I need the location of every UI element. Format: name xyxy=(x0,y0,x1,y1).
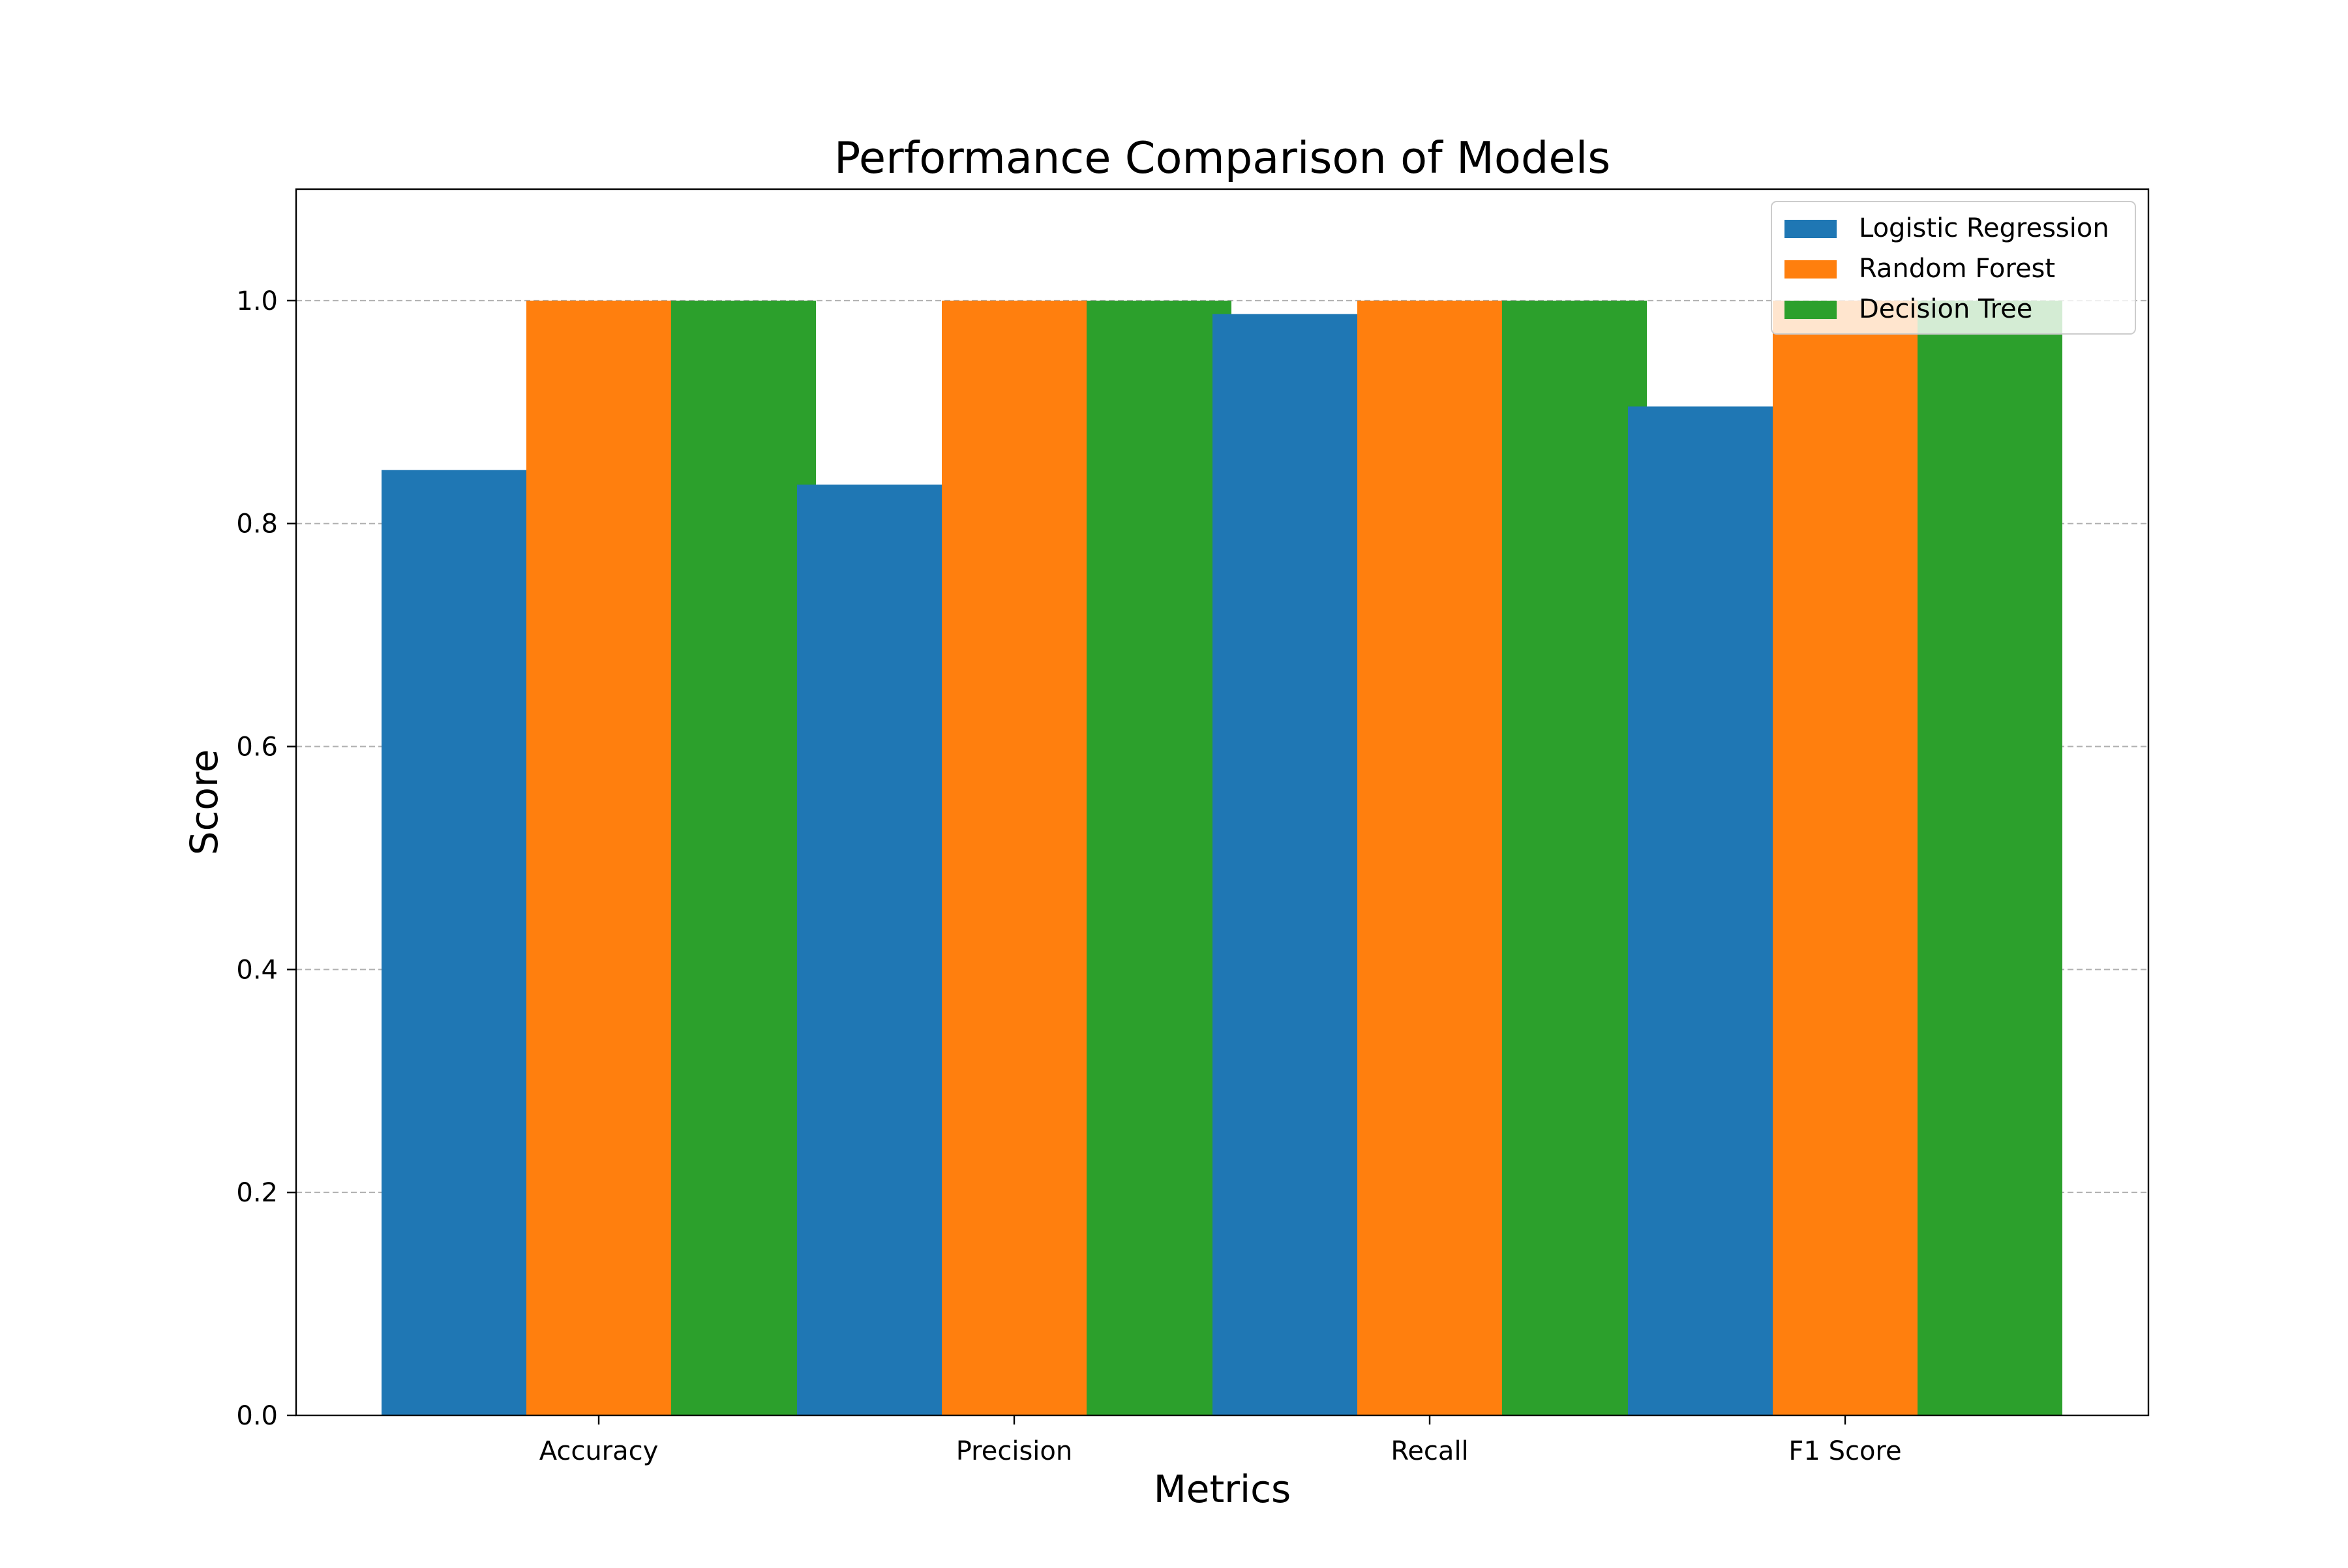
x-tick-label: Recall xyxy=(1391,1436,1468,1466)
y-tick-label: 0.2 xyxy=(236,1178,278,1208)
bar-logistic-regression-recall xyxy=(1212,314,1357,1415)
y-axis-label: Score xyxy=(182,749,226,855)
y-tick-label: 0.0 xyxy=(236,1401,278,1431)
bar-decision-tree-f1-score xyxy=(1918,300,2062,1416)
y-tick-label: 0.4 xyxy=(236,955,278,985)
legend-box xyxy=(1771,201,2136,335)
y-tick-label: 1.0 xyxy=(236,286,278,316)
legend: Logistic Regression Random Forest Decision… xyxy=(1771,201,2136,335)
x-axis-label: Metrics xyxy=(1154,1467,1291,1511)
x-tick-label: F1 Score xyxy=(1788,1436,1901,1466)
bar-decision-tree-recall xyxy=(1502,300,1647,1416)
bar-random-forest-f1-score xyxy=(1773,300,1918,1416)
x-axis: Accuracy Precision Recall F1 Score xyxy=(539,1415,1902,1466)
bar-random-forest-precision xyxy=(942,300,1087,1416)
plot-area xyxy=(295,188,2150,1417)
legend-label-logistic-regression: Logistic Regression xyxy=(1859,213,2109,243)
legend-swatch-logistic-regression xyxy=(1784,220,1837,238)
legend-swatch-random-forest xyxy=(1784,260,1837,279)
y-tick-label: 0.8 xyxy=(236,509,278,539)
legend-label-decision-tree: Decision Tree xyxy=(1859,294,2032,324)
bar-decision-tree-precision xyxy=(1087,300,1231,1416)
y-tick-label: 0.6 xyxy=(236,732,278,762)
chart-title: Performance Comparison of Models xyxy=(834,132,1610,183)
bar-random-forest-recall xyxy=(1357,300,1502,1416)
x-tick-label: Accuracy xyxy=(539,1436,659,1466)
bar-random-forest-accuracy xyxy=(526,300,671,1416)
y-axis: 0.0 0.2 0.4 0.6 0.8 1.0 xyxy=(236,286,296,1431)
bar-logistic-regression-accuracy xyxy=(382,470,526,1415)
legend-label-random-forest: Random Forest xyxy=(1859,254,2055,284)
bars xyxy=(382,300,2062,1416)
legend-swatch-decision-tree xyxy=(1784,301,1837,319)
bar-decision-tree-accuracy xyxy=(671,300,816,1416)
x-tick-label: Precision xyxy=(956,1436,1072,1466)
bar-logistic-regression-precision xyxy=(797,484,942,1415)
bar-logistic-regression-f1-score xyxy=(1628,406,1773,1415)
